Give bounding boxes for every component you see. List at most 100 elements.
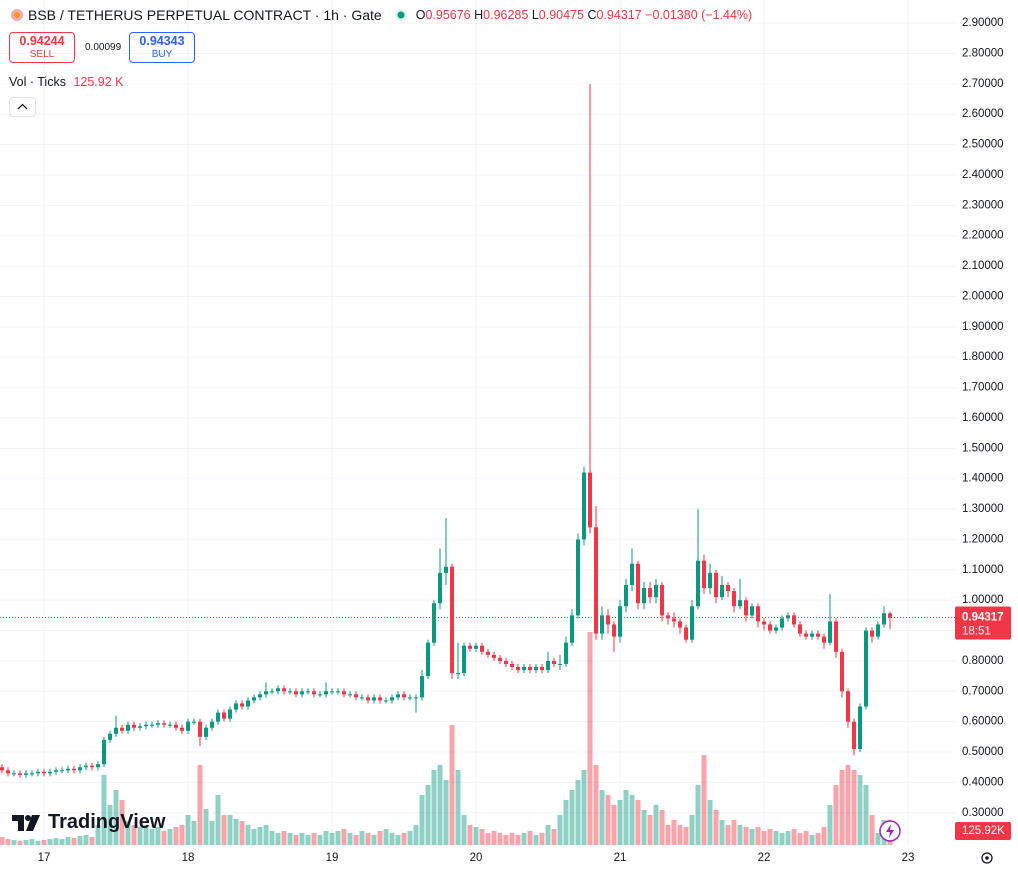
candle-body [276, 688, 280, 692]
y-tick-label: 0.30000 [962, 807, 1004, 819]
volume-bar [179, 825, 185, 845]
candle-body [54, 770, 58, 772]
candle-body [510, 663, 514, 668]
volume-bar [725, 825, 731, 845]
candle-body [450, 566, 454, 674]
candle-body [132, 724, 136, 728]
candle-body [330, 691, 334, 693]
volume-bar [83, 835, 89, 845]
volume-bar [299, 833, 305, 845]
candle-body [612, 624, 616, 637]
candle-body [192, 721, 196, 723]
y-tick-label: 1.60000 [962, 412, 1004, 424]
candle-body [852, 721, 856, 750]
change: −0.01380 (−1.44%) [645, 8, 753, 22]
candle-body [462, 645, 466, 674]
y-tick-label: 2.30000 [962, 199, 1004, 211]
collapse-button[interactable] [9, 97, 36, 117]
volume-bar [707, 800, 713, 845]
volume-bar [329, 833, 335, 845]
volume-bar [23, 840, 29, 845]
sell-label: SELL [29, 49, 55, 60]
volume-bar [569, 790, 575, 845]
candle-body [30, 773, 34, 775]
y-tick-label: 2.90000 [962, 17, 1004, 29]
volume-bar [857, 775, 863, 845]
x-tick-label: 19 [326, 852, 339, 864]
volume-bar [659, 810, 665, 845]
volume-bar [311, 833, 317, 845]
candle-body [228, 709, 232, 719]
candle-body [150, 724, 154, 726]
volume-bar [551, 829, 557, 845]
buy-button[interactable]: 0.94343 BUY [129, 32, 195, 63]
candle-body [96, 764, 100, 768]
volume-bar [413, 825, 419, 845]
volume-bar [377, 831, 383, 845]
ohlc-letter: H [474, 8, 484, 22]
volume-bar [719, 820, 725, 845]
candle-body [24, 773, 28, 775]
volume-bar [491, 831, 497, 845]
candle-body [594, 527, 598, 634]
spread: 0.00099 [85, 42, 122, 53]
logo-text: TradingView [48, 811, 166, 833]
volume-bar [401, 833, 407, 845]
volume-bar [611, 805, 617, 845]
volume-bar [407, 831, 413, 845]
candle-body [198, 721, 202, 737]
volume-bar [425, 785, 431, 845]
volume-bar [515, 835, 521, 845]
volume-bar [749, 829, 755, 845]
candle-body [36, 771, 40, 774]
candle-body [516, 667, 520, 671]
volume-bar [773, 831, 779, 845]
volume-bar [827, 805, 833, 845]
candle-body [174, 724, 178, 728]
buy-label: BUY [151, 49, 173, 60]
logo-mark [12, 814, 40, 831]
volume-bar [395, 835, 401, 845]
volume-bar [161, 831, 167, 845]
volume-bar [257, 827, 263, 845]
status-dot [394, 9, 407, 21]
volume-bar [503, 835, 509, 845]
candle-body [690, 606, 694, 640]
candle-body [78, 767, 82, 771]
candle-body [486, 651, 490, 655]
candle-body [372, 697, 376, 701]
volume-bar [95, 825, 101, 845]
volume-bar [47, 839, 53, 845]
candle-body [360, 697, 364, 699]
candle-body [618, 606, 622, 637]
ohlc-value: 0.90475 [538, 8, 584, 22]
volume-bar [737, 825, 743, 845]
candle-body [324, 691, 328, 695]
candle-body [870, 630, 874, 637]
candle-body [432, 603, 436, 643]
volume-bar [437, 765, 443, 845]
symbol-icon [11, 9, 23, 21]
candle-body [846, 691, 850, 722]
candle-body [294, 691, 298, 695]
candle-body [84, 765, 88, 768]
volume-bar [323, 831, 329, 845]
candle-body [156, 723, 160, 725]
candle-body [12, 773, 16, 775]
volume-bar [137, 827, 143, 845]
x-tick-label: 23 [902, 852, 915, 864]
y-tick-label: 2.20000 [962, 230, 1004, 242]
candle-body [108, 733, 112, 740]
volume-bar [863, 785, 869, 845]
volume-bar [11, 840, 17, 845]
sell-button[interactable]: 0.94244 SELL [9, 32, 75, 63]
candle-body [654, 585, 658, 598]
volume-bar [467, 825, 473, 845]
volume-bar [131, 825, 137, 845]
volume-bar [539, 833, 545, 845]
candle-body [744, 600, 748, 616]
buy-price: 0.94343 [139, 34, 185, 48]
volume-bar [479, 829, 485, 845]
y-tick-label: 2.80000 [962, 47, 1004, 59]
